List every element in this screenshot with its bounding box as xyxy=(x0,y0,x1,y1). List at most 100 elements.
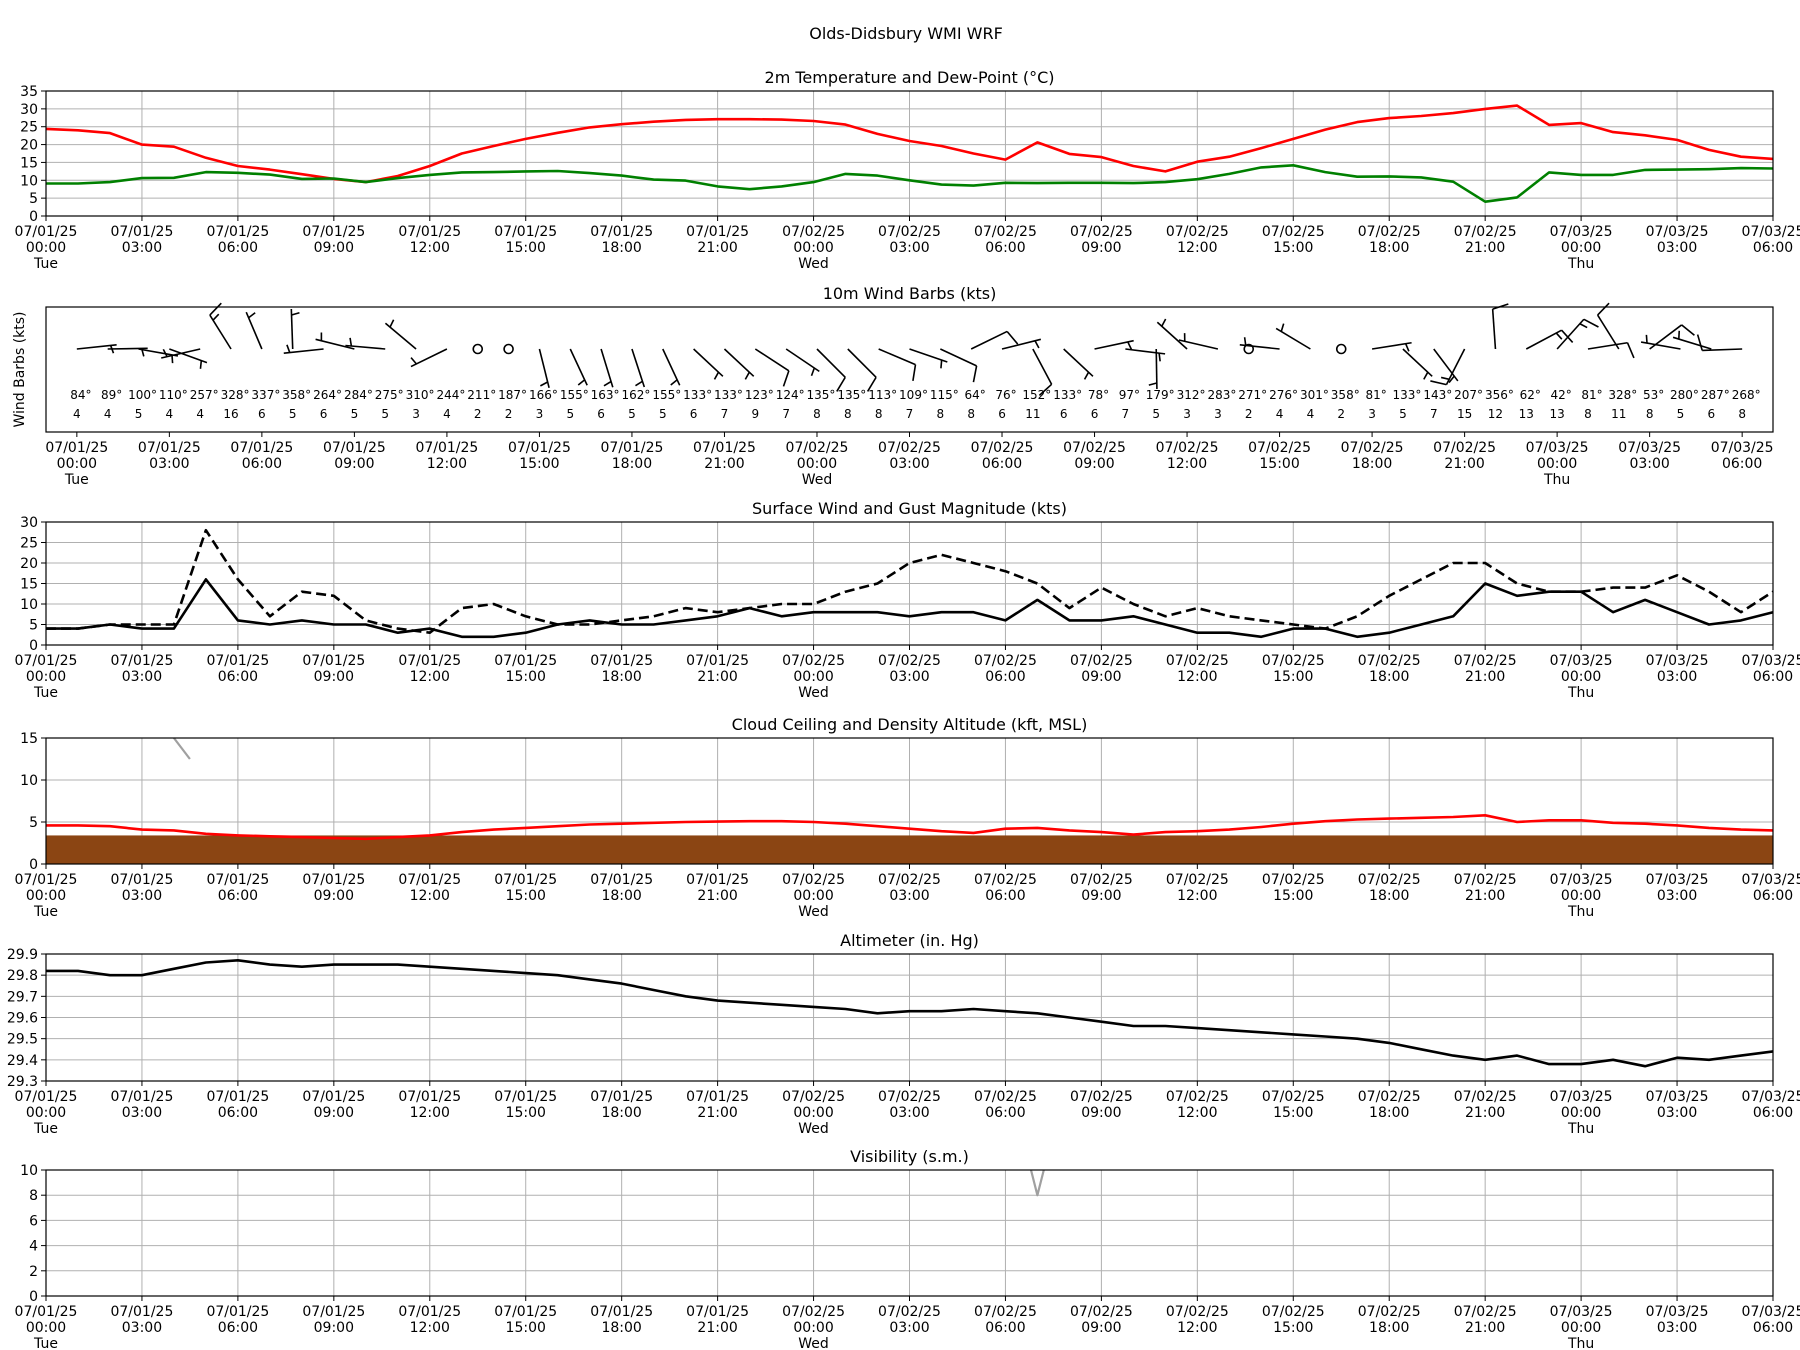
wind-direction-label: 280° xyxy=(1670,388,1699,402)
wind-direction-label: 276° xyxy=(1269,388,1298,402)
wind-direction-label: 113° xyxy=(868,388,897,402)
y-tick-label: 0 xyxy=(29,209,38,225)
wind-direction-label: 187° xyxy=(498,388,527,402)
wind-barb-half xyxy=(410,357,417,365)
x-tick-time: 03:00 xyxy=(889,1320,929,1336)
wind-barb-shaft xyxy=(1556,318,1585,350)
wind-barb xyxy=(1001,338,1042,350)
y-tick-label: 10 xyxy=(20,173,38,189)
x-tick-date: 07/02/25 xyxy=(1070,224,1133,240)
wind-direction-label: 81° xyxy=(1581,388,1602,402)
y-tick-label: 29.9 xyxy=(7,947,38,963)
x-tick-date: 07/02/25 xyxy=(1063,440,1126,456)
x-tick-day: Tue xyxy=(33,256,58,272)
page-title: Olds-Didsbury WMI WRF xyxy=(809,24,1003,43)
wind-speed-label: 7 xyxy=(906,407,914,421)
wind-barb xyxy=(754,348,790,387)
x-tick-date: 07/02/25 xyxy=(974,653,1037,669)
x-tick-day: Tue xyxy=(64,472,89,488)
wind-barb-shaft xyxy=(600,348,614,388)
x-tick-time: 21:00 xyxy=(1465,1105,1505,1121)
x-tick-day: Thu xyxy=(1567,1121,1594,1137)
wind-barb xyxy=(878,348,917,382)
x-tick-time: 15:00 xyxy=(1273,888,1313,904)
x-tick-time: 09:00 xyxy=(1074,456,1114,472)
wind-speed-label: 4 xyxy=(196,407,204,421)
wind-speed-label: 16 xyxy=(223,407,238,421)
wind-barb-shaft xyxy=(1178,339,1219,350)
wind-barb xyxy=(1433,348,1459,384)
wind-barb-shaft xyxy=(847,348,877,378)
x-tick-date: 07/02/25 xyxy=(782,653,845,669)
wind-barb xyxy=(169,348,208,369)
wind-barb-shaft xyxy=(631,348,646,388)
wind-barb xyxy=(1148,348,1158,390)
wind-direction-label: 301° xyxy=(1300,388,1329,402)
x-tick-date: 07/02/25 xyxy=(1070,1304,1133,1320)
wind-barb-shaft xyxy=(940,348,977,367)
wind-speed-label: 4 xyxy=(73,407,81,421)
x-tick-time: 06:00 xyxy=(985,1105,1025,1121)
x-tick-date: 07/01/25 xyxy=(686,224,749,240)
wind-barb-shaft xyxy=(1649,324,1683,350)
x-tick-date: 07/01/25 xyxy=(494,1089,557,1105)
wind-direction-label: 124° xyxy=(776,388,805,402)
y-tick-label: 29.3 xyxy=(7,1074,38,1090)
wind-speed-label: 6 xyxy=(258,407,266,421)
wind-barb-full xyxy=(1561,329,1574,344)
wind-barb xyxy=(245,311,263,350)
wind-barb-half xyxy=(248,312,256,319)
wind-barb xyxy=(970,330,1019,350)
x-tick-time: 00:00 xyxy=(797,456,837,472)
wind-speed-label: 8 xyxy=(937,407,945,421)
wind-speed-label: 8 xyxy=(844,407,852,421)
wind-speed-label: 5 xyxy=(289,407,297,421)
x-tick-time: 12:00 xyxy=(1177,1320,1217,1336)
x-tick-time: 06:00 xyxy=(242,456,282,472)
x-tick-date: 07/03/25 xyxy=(1742,1089,1800,1105)
x-tick-time: 18:00 xyxy=(1369,1105,1409,1121)
wind-direction-label: 312° xyxy=(1177,388,1206,402)
wind-barb xyxy=(909,348,948,369)
wind-barbs-title: 10m Wind Barbs (kts) xyxy=(823,284,997,303)
wind-direction-label: 244° xyxy=(436,388,465,402)
x-tick-date: 07/02/25 xyxy=(974,872,1037,888)
wind-direction-label: 328° xyxy=(1608,388,1637,402)
wind-barb-half xyxy=(577,379,586,386)
x-tick-date: 07/01/25 xyxy=(686,1304,749,1320)
x-tick-date: 07/01/25 xyxy=(398,224,461,240)
x-tick-time: 12:00 xyxy=(1177,1105,1217,1121)
x-tick-date: 07/03/25 xyxy=(1742,872,1800,888)
wind-direction-label: 268° xyxy=(1732,388,1761,402)
x-tick-day: Thu xyxy=(1567,685,1594,701)
wind-direction-label: 110° xyxy=(159,388,188,402)
x-tick-time: 06:00 xyxy=(218,1320,258,1336)
wind-direction-label: 358° xyxy=(282,388,311,402)
wind-barb xyxy=(1243,343,1255,355)
wind-barb-shaft xyxy=(816,348,846,378)
wind-barb-shaft xyxy=(538,348,550,389)
wind-direction-label: 133° xyxy=(683,388,712,402)
wind-direction-label: 275° xyxy=(375,388,404,402)
x-tick-date: 07/01/25 xyxy=(15,1304,78,1320)
wind-barb-shaft xyxy=(1445,348,1466,386)
wind-direction-label: 155° xyxy=(560,388,589,402)
x-tick-date: 07/02/25 xyxy=(878,872,941,888)
wind-barb xyxy=(816,348,846,392)
wind-speed-label: 5 xyxy=(1152,407,1160,421)
wind-barb-full xyxy=(209,302,222,316)
x-tick-time: 03:00 xyxy=(889,888,929,904)
temperature-title: 2m Temperature and Dew-Point (°C) xyxy=(765,68,1055,87)
x-tick-time: 03:00 xyxy=(889,240,929,256)
x-tick-time: 09:00 xyxy=(334,456,374,472)
wind-barb-full xyxy=(1597,302,1610,316)
x-tick-time: 21:00 xyxy=(1465,888,1505,904)
wind-barb-shaft xyxy=(1596,314,1620,350)
wind-barb xyxy=(940,348,978,383)
wind-speed-label: 3 xyxy=(412,407,420,421)
x-tick-time: 15:00 xyxy=(519,456,559,472)
wind-barb xyxy=(1032,348,1053,396)
x-tick-date: 07/01/25 xyxy=(686,1089,749,1105)
x-tick-date: 07/02/25 xyxy=(1262,872,1325,888)
wind-barb xyxy=(1640,334,1681,350)
